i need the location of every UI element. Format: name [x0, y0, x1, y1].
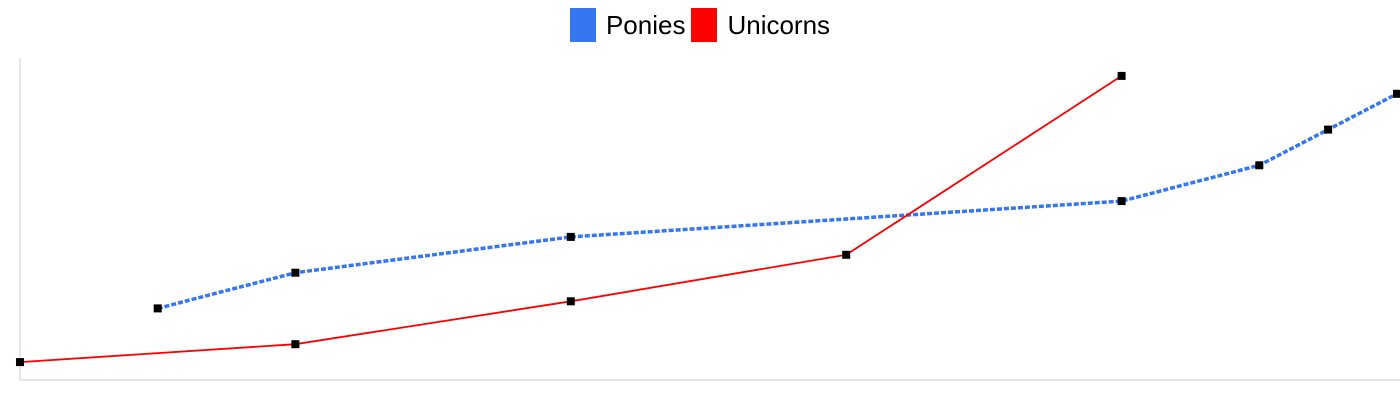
- legend-item-ponies[interactable]: Ponies: [569, 8, 686, 42]
- data-point-unicorns-4[interactable]: [1117, 71, 1126, 80]
- data-point-ponies-4[interactable]: [1255, 161, 1264, 170]
- data-point-unicorns-1[interactable]: [291, 340, 300, 349]
- legend: Ponies Unicorns: [0, 0, 1400, 50]
- data-point-ponies-1[interactable]: [291, 268, 300, 277]
- data-point-unicorns-2[interactable]: [566, 297, 575, 306]
- data-point-ponies-6[interactable]: [1393, 89, 1400, 98]
- data-point-unicorns-0[interactable]: [16, 358, 24, 367]
- legend-swatch-unicorns: [691, 8, 718, 42]
- data-point-ponies-3[interactable]: [1117, 197, 1126, 206]
- series-line-ponies: [157, 92, 1398, 311]
- legend-label-unicorns: Unicorns: [727, 9, 831, 40]
- legend-item-unicorns[interactable]: Unicorns: [691, 8, 830, 42]
- data-point-ponies-0[interactable]: [153, 304, 162, 313]
- legend-swatch-ponies: [569, 8, 596, 42]
- legend-label-ponies: Ponies: [605, 9, 686, 40]
- data-point-unicorns-3[interactable]: [842, 250, 851, 259]
- series-line-unicorns: [19, 75, 1123, 363]
- data-point-ponies-5[interactable]: [1324, 125, 1333, 134]
- data-point-ponies-2[interactable]: [566, 232, 575, 241]
